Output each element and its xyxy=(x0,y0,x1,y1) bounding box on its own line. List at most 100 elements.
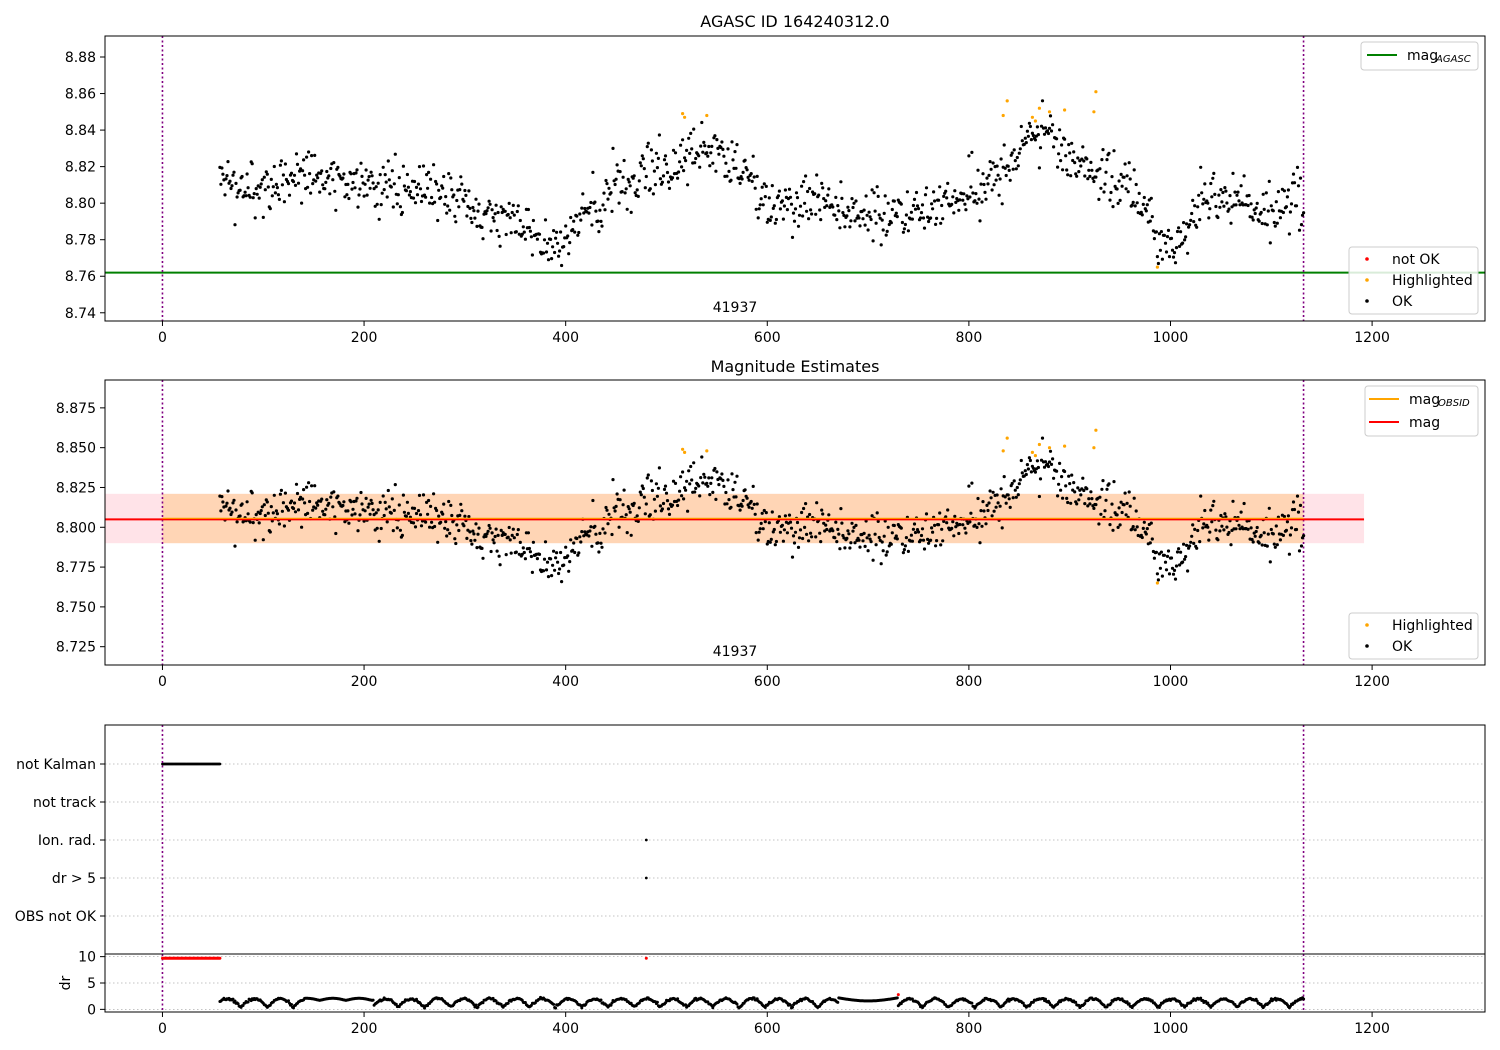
ok-point xyxy=(798,528,803,532)
ok-point xyxy=(1298,503,1303,507)
dr-point xyxy=(476,1005,480,1009)
ok-point xyxy=(743,158,747,162)
ok-point xyxy=(367,502,371,506)
ok-point xyxy=(329,495,333,499)
ok-point xyxy=(610,532,614,537)
ok-point xyxy=(277,522,281,526)
ok-point xyxy=(1064,484,1068,488)
ok-point xyxy=(1047,460,1052,464)
ok-point xyxy=(1160,574,1164,578)
ok-point xyxy=(374,185,378,189)
ok-point xyxy=(313,153,317,157)
ok-point xyxy=(938,185,942,189)
ok-point xyxy=(458,188,462,192)
ok-point xyxy=(512,213,516,217)
ok-point xyxy=(837,209,841,213)
ok-point xyxy=(1094,503,1098,507)
ok-point xyxy=(1292,507,1297,512)
ok-point xyxy=(940,527,944,531)
ok-point xyxy=(951,195,955,199)
ok-point xyxy=(1144,532,1148,536)
ok-point xyxy=(302,158,306,162)
ok-point xyxy=(571,548,575,552)
ok-point xyxy=(607,186,611,190)
ok-point xyxy=(818,208,822,212)
ok-point xyxy=(493,534,497,539)
ok-point xyxy=(1178,244,1182,248)
ok-point xyxy=(702,472,706,476)
ok-point xyxy=(760,511,764,515)
ok-point xyxy=(567,252,571,256)
ok-point xyxy=(590,223,594,227)
ok-point xyxy=(1081,476,1085,480)
ok-point xyxy=(694,486,698,490)
ok-point xyxy=(496,533,500,538)
ok-point xyxy=(1186,569,1190,573)
ok-point xyxy=(1105,487,1109,491)
ok-point xyxy=(952,211,956,215)
ok-point xyxy=(1242,174,1246,178)
ok-point xyxy=(466,204,470,209)
ok-point xyxy=(1025,463,1029,467)
ok-point xyxy=(481,556,485,560)
ok-point xyxy=(332,490,336,494)
ok-point xyxy=(443,526,447,530)
ok-point xyxy=(1188,544,1192,548)
ok-point xyxy=(1157,232,1161,236)
ok-point xyxy=(1182,542,1186,546)
ok-point xyxy=(402,510,406,514)
ok-point xyxy=(1094,175,1098,179)
ok-point xyxy=(1219,513,1223,518)
ok-point xyxy=(863,223,867,227)
ok-point xyxy=(262,175,266,179)
ok-point xyxy=(1002,143,1006,147)
ok-point xyxy=(554,236,558,240)
ok-point xyxy=(912,522,917,526)
ok-point xyxy=(310,154,314,158)
ok-point xyxy=(1061,496,1065,500)
ok-point xyxy=(1051,457,1055,461)
ok-point xyxy=(268,207,272,211)
ok-point xyxy=(1284,528,1288,533)
ok-point xyxy=(1169,236,1174,240)
ok-point xyxy=(809,531,813,535)
ok-point xyxy=(979,509,983,513)
ok-point xyxy=(529,235,534,239)
ok-point xyxy=(265,172,269,176)
ok-point xyxy=(381,165,385,169)
ok-point xyxy=(1269,527,1273,532)
legend-marker xyxy=(1365,644,1369,648)
ok-point xyxy=(677,498,681,502)
ok-point xyxy=(1203,508,1207,513)
ok-point xyxy=(495,549,499,553)
ok-point xyxy=(221,172,225,176)
dr-point xyxy=(1125,1000,1129,1004)
ok-point xyxy=(370,501,374,505)
ok-point xyxy=(283,162,287,166)
highlighted-point xyxy=(1063,108,1067,112)
ok-point xyxy=(813,192,817,196)
ok-point xyxy=(957,531,961,536)
ok-point xyxy=(1268,560,1272,564)
ok-point xyxy=(624,187,628,191)
ok-point xyxy=(1076,486,1080,490)
x-tick-label: 200 xyxy=(351,330,378,346)
ok-point xyxy=(914,190,919,195)
ok-point xyxy=(777,189,782,193)
ok-point xyxy=(682,169,686,173)
ok-point xyxy=(291,180,296,184)
highlighted-point xyxy=(705,449,709,453)
ok-point xyxy=(397,176,401,180)
ok-point xyxy=(909,210,914,214)
ok-point xyxy=(405,500,409,504)
ok-point xyxy=(258,511,262,516)
ok-point xyxy=(1165,554,1170,559)
ok-point xyxy=(938,511,942,515)
ok-point xyxy=(915,528,920,532)
ok-point xyxy=(990,188,994,192)
ok-point xyxy=(839,180,843,184)
ok-point xyxy=(598,208,602,212)
ok-point xyxy=(1163,560,1168,564)
ok-point xyxy=(258,185,262,189)
ok-point xyxy=(1238,203,1242,207)
